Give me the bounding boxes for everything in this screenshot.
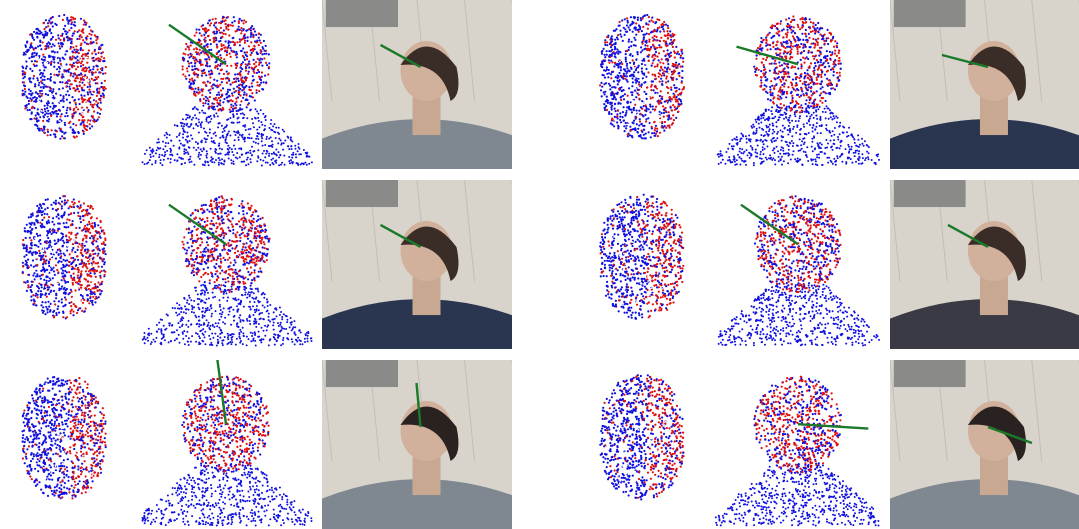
example-r2c1-head-cloud [130, 180, 322, 349]
example-r2c1-face-cloud [0, 190, 128, 339]
example-r1c2-camera-photo [890, 0, 1079, 169]
example-r1c2-face-cloud [578, 10, 706, 159]
example-r3c1-camera-photo [322, 360, 512, 529]
example-r2c2-head-cloud [706, 180, 890, 349]
example-r3c2-head-cloud [706, 360, 890, 529]
example-r3c1-head-cloud [130, 360, 322, 529]
example-r2c2-face-cloud [578, 190, 706, 339]
example-r1c1-camera-photo [322, 0, 512, 169]
example-r2c1-camera-photo [322, 180, 512, 349]
example-r3c1-face-cloud [0, 370, 128, 519]
example-r1c1-head-cloud [130, 0, 322, 169]
example-r3c2-face-cloud [578, 370, 706, 519]
example-r3c2-camera-photo [890, 360, 1079, 529]
example-r1c1-face-cloud [0, 10, 128, 159]
example-r2c2-camera-photo [890, 180, 1079, 349]
example-r1c2-head-cloud [706, 0, 890, 169]
